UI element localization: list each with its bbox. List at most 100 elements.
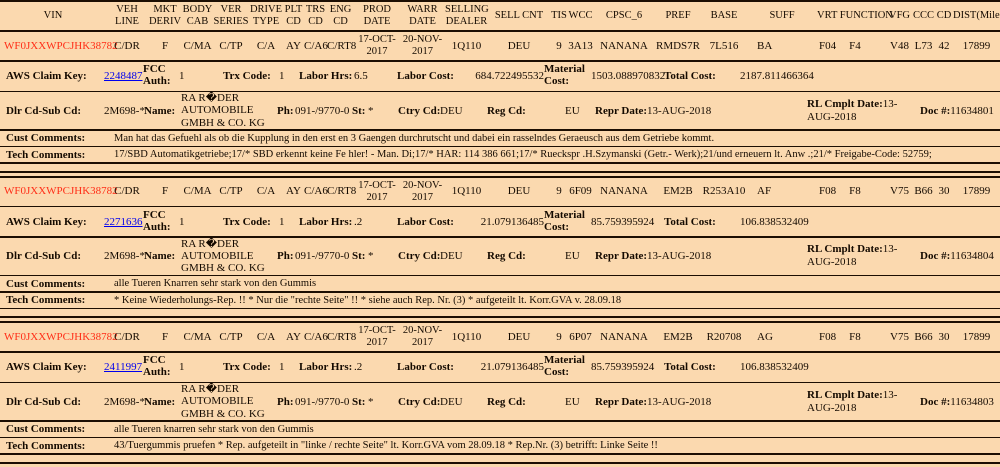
state-value: * [368, 104, 374, 117]
row-rule [0, 60, 1000, 62]
claim-summary-row: WF0JXXWPCJHK38782 C/DR F C/MA C/TP C/A A… [0, 32, 1000, 60]
col-header-selling-dealer: SELLING DEALER [445, 4, 489, 27]
col-header-veh-line: VEH LINE [115, 4, 139, 27]
col-header-eng-cd: ENG CD [329, 4, 352, 27]
phone-value: 091-/9770-0 [295, 104, 350, 117]
state-label: St: [352, 104, 366, 117]
claim-cost-row: AWS Claim Key: 2411997 FCC Auth: 1 Trx C… [0, 353, 1000, 382]
plt-cd-value: AY [286, 185, 301, 198]
pref-value: RMDS7R [655, 39, 701, 52]
trs-cd-value: C/A6 [304, 39, 328, 52]
prod-date-value: 17-OCT-2017 [358, 34, 396, 57]
ctry-cd-label: Ctry Cd: [398, 104, 441, 117]
drive-type-value: C/A [256, 185, 276, 198]
cpsc6-value: NANANA [600, 330, 648, 343]
block-gap [0, 309, 1000, 316]
row-rule [0, 90, 1000, 92]
tech-comments-label: Tech Comments: [6, 294, 86, 306]
cust-comments-row: Cust Comments: alle Tueren knarren sehr … [0, 422, 1000, 437]
trx-code-label: Trx Code: [223, 361, 271, 373]
vrt-value: F04 [819, 39, 837, 52]
dealer-info-row: Dlr Cd-Sub Cd: 2M698-* Name: RA R�DER AU… [0, 92, 1000, 129]
material-cost-value: 85.759395924 [591, 361, 655, 373]
repr-date-cell: Repr Date:13-AUG-2018 [595, 105, 807, 117]
cpsc6-value: NANANA [600, 39, 648, 52]
col-header-vfg: VFG [888, 10, 910, 22]
phone-label: Ph: [277, 104, 294, 117]
dealer-name-label: Name: [144, 250, 176, 262]
reg-cd-value: EU [565, 250, 580, 262]
labor-hrs-value: .2 [354, 215, 363, 228]
warr-date-value: 20-NOV-2017 [402, 325, 443, 348]
base-value: R253A10 [702, 185, 746, 198]
labor-hrs-label: Labor Hrs: [299, 361, 353, 373]
phone-value: 091-/9770-0 [295, 395, 350, 408]
pref-value: EM2B [663, 185, 693, 198]
dlr-cd-sub-cd-label: Dlr Cd-Sub Cd: [6, 250, 81, 262]
col-header-mkt-deriv: MKT DERIV [148, 4, 182, 27]
drive-type-value: C/A [256, 39, 276, 52]
suff-value: BA [757, 39, 773, 52]
dlr-cd-sub-cd-label: Dlr Cd-Sub Cd: [6, 395, 81, 408]
trs-cd-value: C/A6 [304, 185, 328, 198]
state-value: * [368, 250, 374, 262]
cust-comments-text: Man hat das Gefuehl als ob die Kupplung … [114, 132, 715, 144]
sell-cnt-value: DEU [507, 330, 531, 343]
cust-comments-label: Cust Comments: [6, 423, 86, 435]
tech-comments-text: 43/Tuergummis pruefen * Rep. aufgeteilt … [114, 440, 658, 451]
vfg-value: V75 [890, 185, 909, 198]
body-cab-value: C/MA [183, 185, 212, 198]
labor-hrs-value: .2 [354, 361, 363, 373]
ccc-value: L73 [914, 39, 933, 52]
fcc-auth-value: 1 [179, 70, 185, 82]
ctry-cd-value: DEU [440, 250, 463, 262]
col-header-sell-cnt: SELL CNT [494, 10, 544, 22]
dlr-cd-sub-cd-value: 2M698-* [104, 395, 145, 408]
trs-cd-value: C/A6 [304, 330, 328, 343]
block-separator-rule [0, 321, 1000, 323]
row-rule [0, 145, 1000, 147]
labor-cost-value: 684.722495532 [475, 70, 544, 82]
block-bottom-rule [0, 453, 1000, 455]
rl-cmplt-date-label: RL Cmplt Date: [807, 243, 883, 256]
vrt-value: F08 [819, 330, 837, 343]
labor-cost-value: 21.079136485 [480, 361, 544, 373]
doc-number-cell: Doc #:11634803 [920, 396, 1000, 408]
veh-line-value: C/DR [114, 330, 140, 343]
repr-date-label: Repr Date: [595, 250, 648, 262]
col-header-warr-date: WARR DATE [407, 4, 438, 27]
veh-line-value: C/DR [114, 185, 140, 198]
dealer-info-row: Dlr Cd-Sub Cd: 2M698-* Name: RA R�DER AU… [0, 383, 1000, 420]
dealer-name-value: RA R�DER AUTOMOBILE GMBH & CO. KG [181, 92, 265, 129]
cust-comments-row: Cust Comments: Man hat das Gefuehl als o… [0, 131, 1000, 146]
cust-comments-text: alle Tueren knarren sehr stark von den G… [114, 423, 314, 435]
row-rule [0, 236, 1000, 238]
tech-comments-row: Tech Comments: * Keine Wiederholungs-Rep… [0, 293, 1000, 308]
wcc-value: 6P07 [569, 330, 592, 343]
reg-cd-value: EU [565, 395, 580, 408]
state-value: * [368, 395, 374, 408]
mkt-deriv-value: F [161, 330, 169, 343]
warr-date-value: 20-NOV-2017 [402, 179, 443, 203]
aws-claim-key-link[interactable]: 2271636 [104, 215, 143, 228]
sell-cnt-value: DEU [507, 39, 531, 52]
aws-claim-key-link[interactable]: 2411997 [104, 361, 143, 373]
base-value: 7L516 [709, 39, 739, 52]
fcc-auth-label: FCC Auth: [143, 354, 171, 378]
doc-number-label: Doc #: [920, 250, 951, 262]
repr-date-value: 13-AUG-2018 [647, 250, 712, 262]
aws-claim-key-link[interactable]: 2248487 [104, 70, 143, 82]
ccc-value: B66 [914, 330, 933, 343]
rl-cmplt-date-value: 13-AUG-2018 [807, 243, 898, 268]
total-cost-value: 106.838532409 [740, 361, 809, 373]
cust-comments-row: Cust Comments: alle Tueren Knarren sehr … [0, 276, 1000, 291]
cust-comments-label: Cust Comments: [6, 277, 86, 290]
prod-date-value: 17-OCT-2017 [358, 325, 396, 348]
col-header-cpsc6: CPSC_6 [605, 10, 643, 22]
drive-type-value: C/A [256, 330, 276, 343]
vin-value: WF0JXXWPCJHK38782 [4, 39, 118, 52]
tech-comments-row: Tech Comments: 43/Tuergummis pruefen * R… [0, 438, 1000, 453]
cd-value: 30 [938, 185, 950, 198]
aws-claim-key-cell: 2411997 [104, 361, 143, 373]
cust-comments-label: Cust Comments: [6, 132, 86, 144]
